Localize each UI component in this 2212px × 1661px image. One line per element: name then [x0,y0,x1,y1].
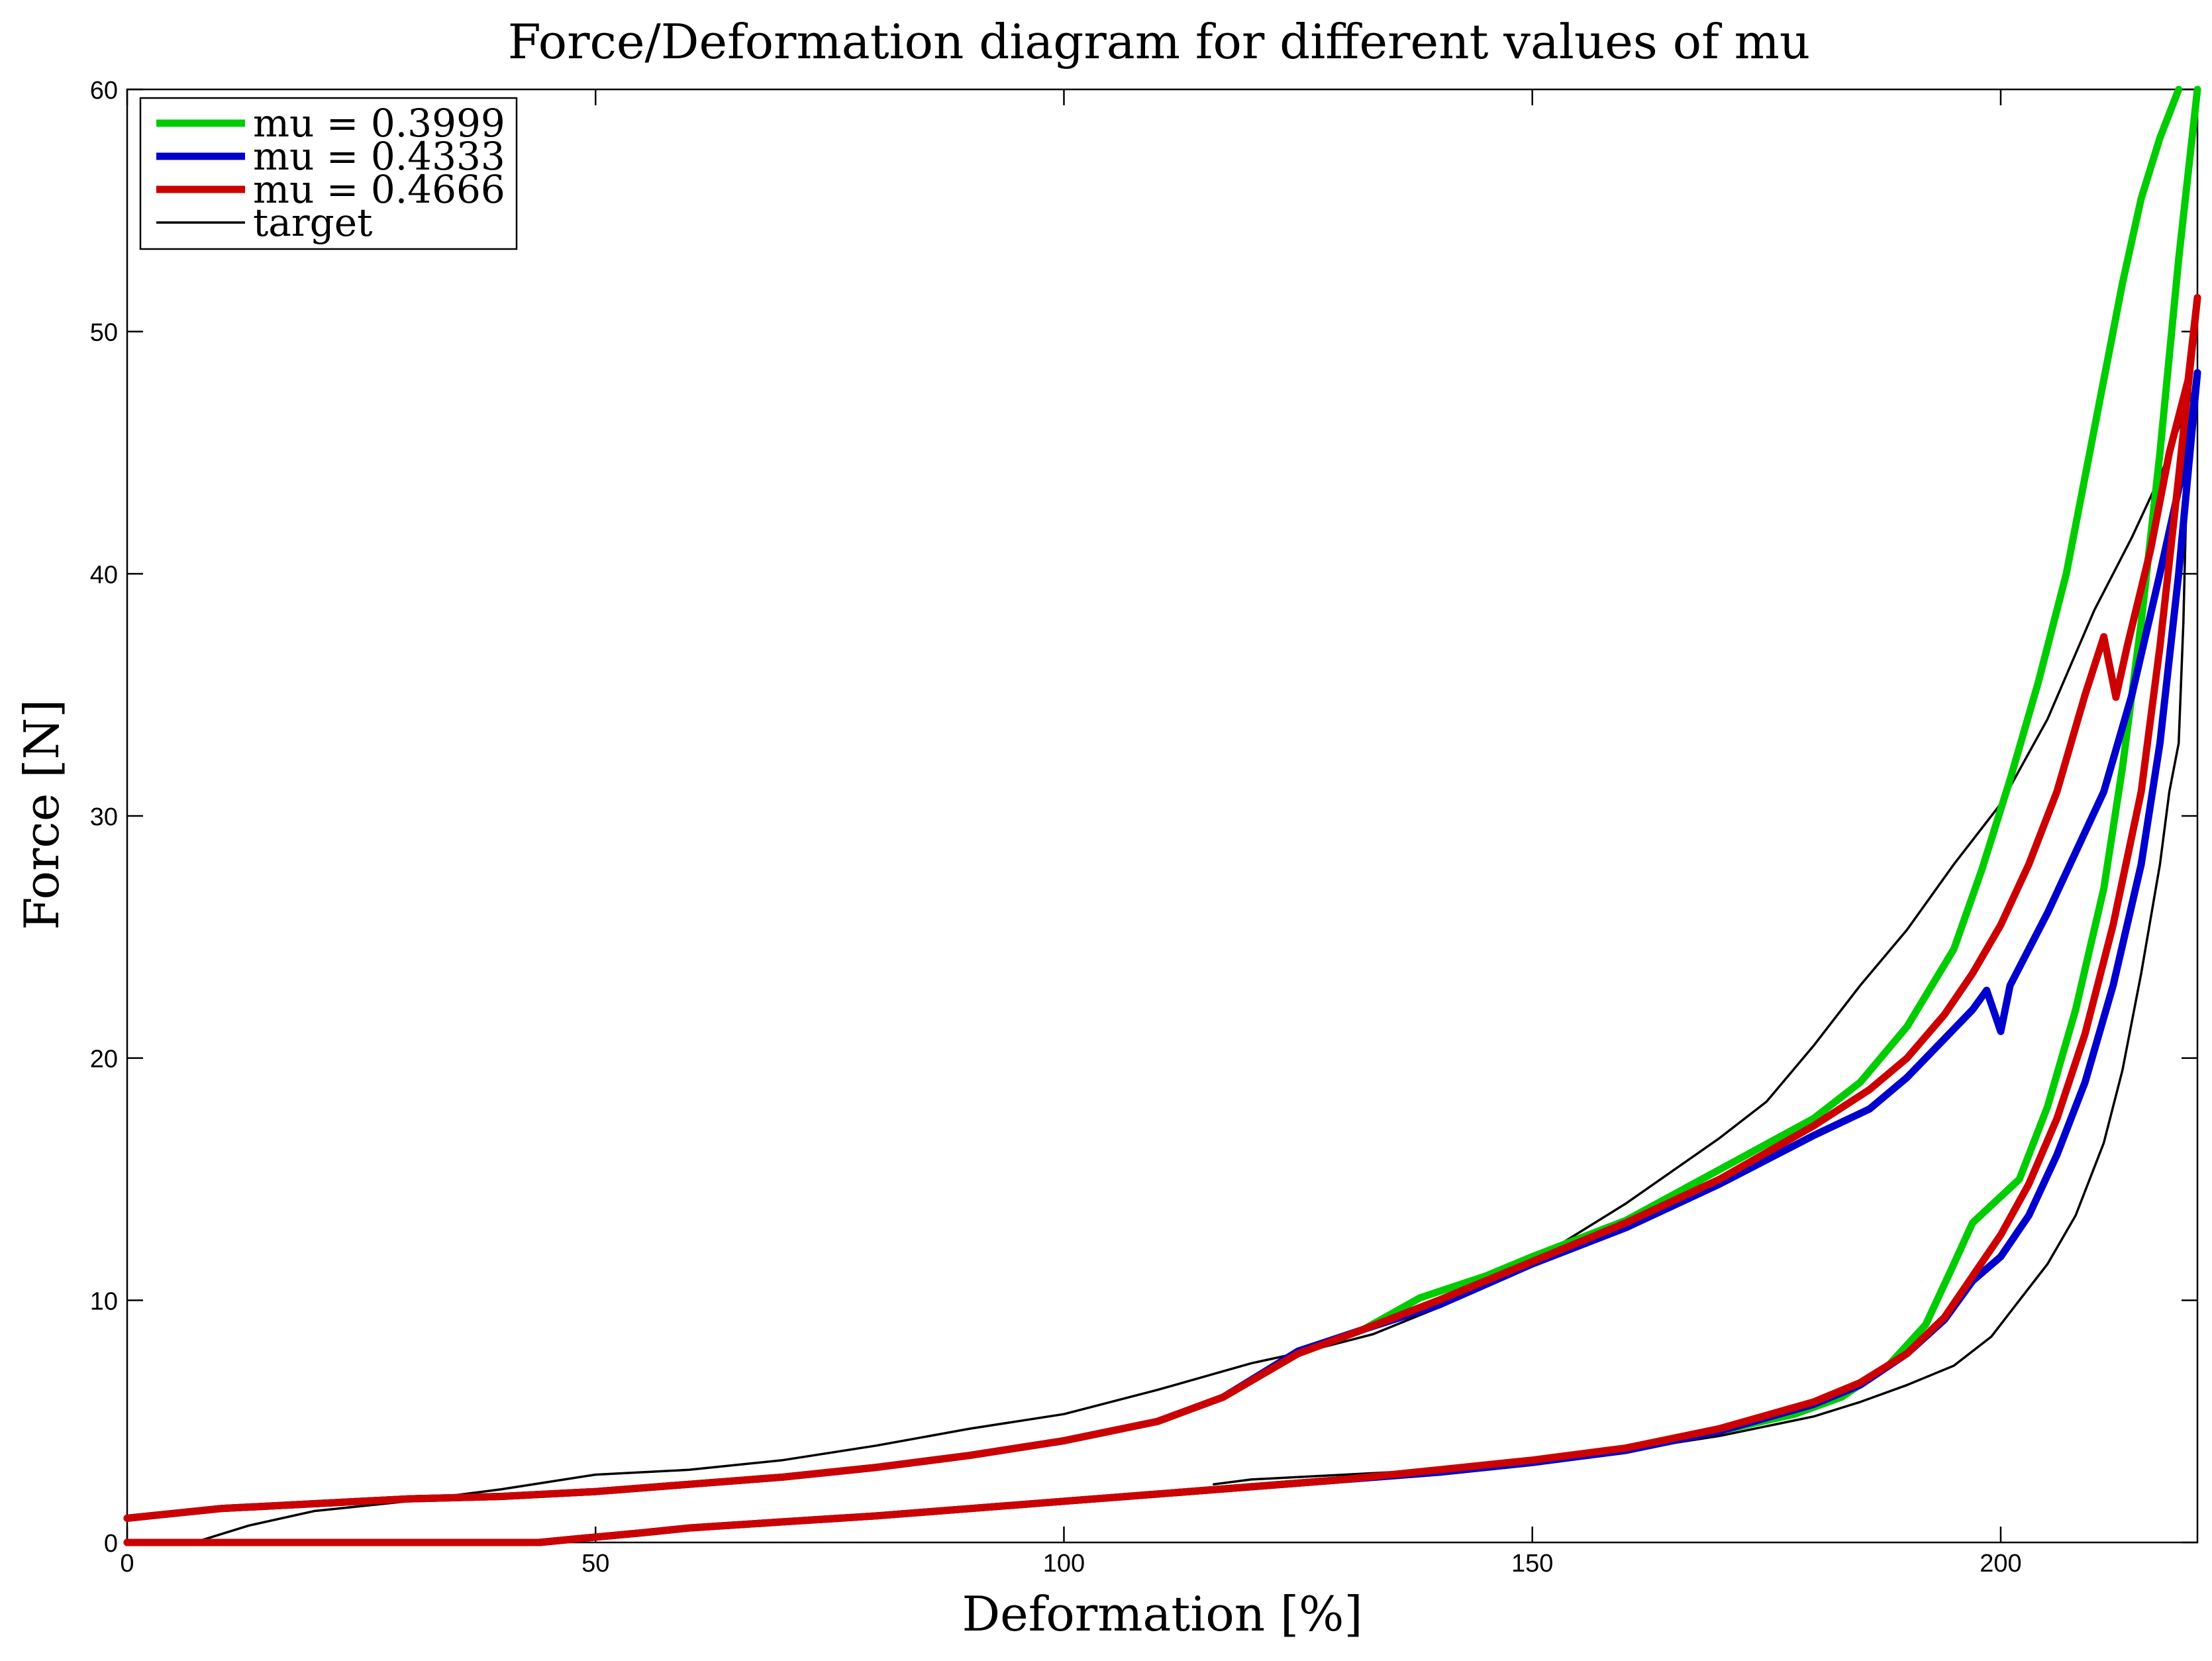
y-axis: 0 10 20 30 40 50 60 [90,77,2197,1558]
y-tick-label: 20 [90,1046,118,1074]
x-tick-label: 150 [1511,1550,1553,1578]
y-tick-label: 40 [90,561,118,589]
series-line-mu-0.4666-loading [123,294,2201,1522]
x-tick-label: 0 [120,1550,134,1578]
x-tick-label: 100 [1043,1550,1085,1578]
x-axis: 0 50 100 150 200 [120,89,2022,1578]
series-line-mu-0.4666-unloading [123,294,2201,1546]
y-tick-label: 10 [90,1287,118,1315]
series-line-target-loading [191,379,2199,1544]
legend-label-mu-0.4333: mu = 0.4333 [253,134,505,179]
legend-label-mu-0.3999: mu = 0.3999 [253,101,505,146]
legend-label-target: target [253,200,372,245]
y-tick-label: 30 [90,803,118,831]
legend: mu = 0.3999 mu = 0.4333 mu = 0.4666 targ… [139,97,518,250]
chart-title: Force/Deformation diagram for different … [508,14,1811,70]
y-axis-label: Force [N] [14,699,70,931]
series-layer [123,85,2201,1546]
x-tick-label: 50 [581,1550,609,1578]
x-axis-label: Deformation [%] [962,1586,1362,1642]
y-tick-label: 0 [104,1530,118,1558]
x-tick-label: 200 [1980,1550,2021,1578]
y-tick-label: 60 [90,77,118,105]
y-tick-label: 50 [90,319,118,347]
legend-label-mu-0.4666: mu = 0.4666 [253,167,505,212]
